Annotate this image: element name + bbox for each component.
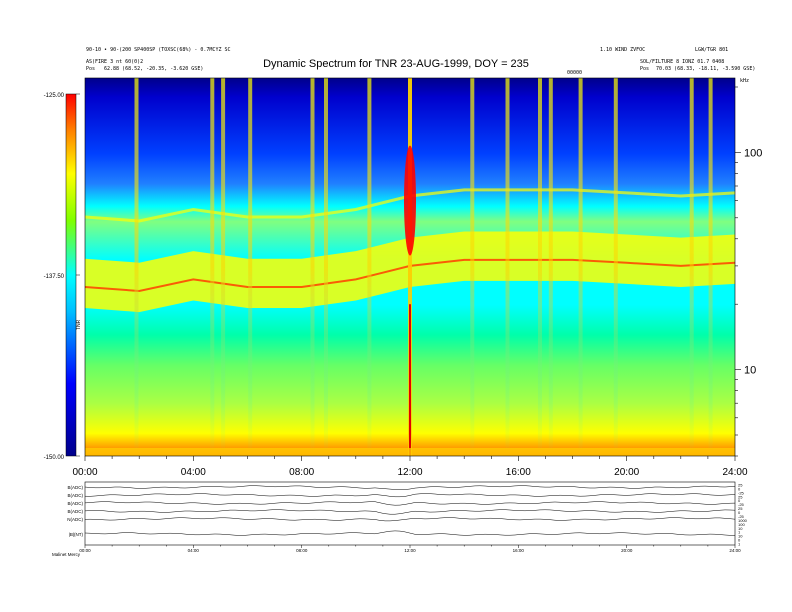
colorbar-tick-top: -125.00 [44,93,65,99]
type-iii-burst [470,78,475,456]
type-iii-burst [613,78,618,456]
bottom-right-tick: 25 [738,483,743,488]
khz-unit-label: kHz [740,78,750,84]
type-iii-burst [324,78,328,456]
bottom-right-tick: 0 [738,498,741,503]
header-pos-right-label: Pos [640,66,650,72]
bottom-trace [84,493,736,498]
bottom-x-tick-label: 24:00 [729,548,741,553]
bottom-right-tick: 100 [738,522,745,527]
type-iii-burst [708,78,713,456]
bottom-right-tick: 1 [738,530,741,535]
header-info-line1-far-right: LGW/TGR 801 [695,47,729,53]
bottom-x-tick-label: 20:00 [621,548,633,553]
bottom-frame [84,481,736,546]
bottom-x-tick-label: 12:00 [404,548,416,553]
colorbar-tick-mid: -137.50 [44,274,65,280]
major-burst-column [408,78,412,456]
colorbar-axis-label: TNR [76,319,82,330]
bottom-right-tick: 0 [738,486,741,491]
type-iii-burst [538,78,542,456]
x-tick-label: 12:00 [397,467,422,478]
type-iii-burst [578,78,583,456]
bottom-right-tick: -25 [738,502,745,507]
y-tick-label: 100 [744,147,762,159]
type-iii-burst [248,78,253,456]
x-tick-label: 20:00 [614,467,639,478]
header-info-line2-left: AS(FIRE 3 nt 60(0)2 [86,59,144,65]
type-iii-burst [689,78,694,456]
type-iii-burst [548,78,553,456]
type-iii-burst [367,78,372,456]
bottom-x-tick-label: 16:00 [513,548,525,553]
major-burst-tail [409,304,411,456]
bottom-x-tick-label: 08:00 [296,548,308,553]
x-tick-label: 08:00 [289,467,314,478]
colorbar [65,93,77,457]
time-axis: 00:00 04:00 08:00 12:00 16:00 20:00 24:00 [72,456,748,478]
chart-title: Dynamic Spectrum for TNR 23-AUG-1999, DO… [263,58,529,70]
header-info-line1-right: 1.10 WIND ZVFOC [600,47,646,53]
header-info-line2-right: SOL/FILTURE 8 IONZ 01.7 0408 [640,59,725,65]
header-mid-right-label: 00000 [567,70,583,76]
bottom-right-tick: -25 [738,514,745,519]
y-tick-label: 10 [744,365,756,377]
bottom-trace [84,530,736,536]
bottom-row-label: B(ADC) [68,485,84,490]
frequency-axis: 10 100 [735,86,762,457]
bottom-right-tick: 10 [738,526,743,531]
bottom-right-tick: 1000 [738,518,748,523]
bottom-trace [84,501,736,506]
bottom-row-label: B(ADC) [68,493,84,498]
bottom-row-label: N(ADC) [67,517,83,522]
colorbar-tick-bottom: -150.00 [44,455,65,461]
bottom-trace [84,517,736,522]
type-iii-burst [210,78,215,456]
header-pos-left-value: 62.88 (68.52, -20.35, -3.620 GSE) [104,66,204,72]
header-pos-left-label: Pos [86,66,96,72]
type-iii-burst [505,78,510,456]
bottom-right-tick: -25 [738,490,745,495]
bottom-right-tick: 0 [738,538,741,543]
bottom-right-tick: 10 [738,534,743,539]
major-burst-core [404,145,416,256]
header-info-line1-left: 90-10 • 90-(200 SP400SP (TOXSC(68%) - 0.… [86,47,231,53]
bottom-panels: B(ADC)B(ADC)B(ADC)B(ADC)N(ADC)|B|(NT)250… [52,481,748,557]
bottom-right-tick: 1 [738,542,741,547]
bottom-row-label: B(ADC) [68,501,84,506]
bottom-x-tick-label: 00:00 [79,548,91,553]
bottom-row-label: |B|(NT) [69,532,84,537]
bottom-x-tick-label: 04:00 [188,548,200,553]
spectrogram [85,78,735,456]
type-iii-burst [221,78,226,456]
x-tick-label: 16:00 [506,467,531,478]
bottom-right-tick: 25 [738,494,743,499]
type-iii-burst [310,78,315,456]
x-tick-label: 04:00 [181,467,206,478]
bottom-trace [84,485,736,490]
x-tick-label: 24:00 [722,467,747,478]
type-iii-burst [134,78,139,456]
bottom-row-label: B(ADC) [68,509,84,514]
bottom-right-tick: 25 [738,506,743,511]
bottom-footer: Malinet Mercy [52,552,81,557]
header-pos-right-value: 70.03 (68.33, -18.11, -3.590 GSE) [656,66,756,72]
bottom-right-tick: 0 [738,510,741,515]
floor-band [85,448,735,456]
x-tick-label: 00:00 [72,467,97,478]
bottom-trace [84,509,736,515]
